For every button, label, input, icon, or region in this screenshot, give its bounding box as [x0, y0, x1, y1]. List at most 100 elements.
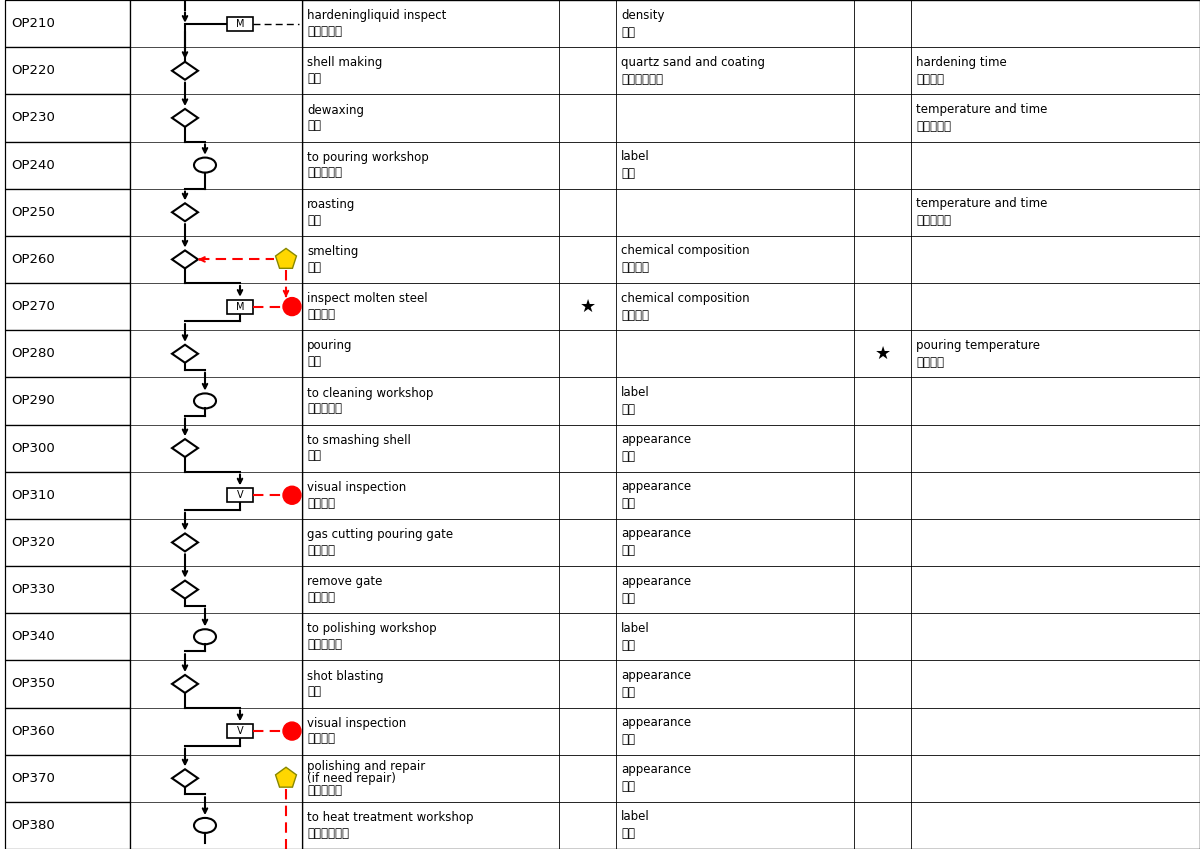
Text: label: label	[622, 811, 649, 824]
Text: hardeningliquid inspect: hardeningliquid inspect	[307, 9, 446, 22]
Text: 石英砂和涂料: 石英砂和涂料	[622, 73, 662, 86]
Bar	[5, 707, 130, 755]
Bar	[5, 519, 130, 566]
Text: appearance: appearance	[622, 716, 691, 729]
Text: 气割浇道: 气割浇道	[307, 543, 335, 557]
Bar	[227, 724, 253, 738]
Bar	[5, 283, 130, 330]
Text: remove gate: remove gate	[307, 576, 383, 588]
Bar	[227, 17, 253, 31]
Text: 送清理车间: 送清理车间	[307, 402, 342, 415]
Bar	[5, 801, 130, 849]
Text: 检查钢水: 检查钢水	[307, 308, 335, 321]
Text: OP220: OP220	[11, 65, 55, 77]
Text: hardening time: hardening time	[916, 56, 1007, 69]
Text: OP330: OP330	[11, 583, 55, 596]
Text: 打磨和修补: 打磨和修补	[307, 784, 342, 796]
Text: chemical composition: chemical composition	[622, 291, 750, 305]
Text: temperature and time: temperature and time	[916, 197, 1048, 211]
Text: density: density	[622, 8, 665, 21]
Text: visual inspection: visual inspection	[307, 717, 407, 730]
Bar	[302, 0, 1200, 849]
Text: 硬化液检验: 硬化液检验	[307, 25, 342, 38]
Text: OP270: OP270	[11, 300, 55, 313]
Bar	[5, 48, 130, 94]
Text: OP240: OP240	[11, 159, 55, 171]
Text: OP250: OP250	[11, 205, 55, 219]
Text: 硬化时间: 硬化时间	[916, 73, 944, 86]
Text: appearance: appearance	[622, 575, 691, 588]
Bar	[5, 755, 130, 801]
Bar	[5, 755, 130, 801]
Text: 外观: 外观	[622, 544, 635, 558]
Bar	[5, 377, 130, 424]
Text: 外观: 外观	[622, 686, 635, 699]
Text: 外观: 外观	[622, 733, 635, 746]
Bar	[227, 300, 253, 313]
Text: 温度和时间: 温度和时间	[916, 214, 952, 228]
Bar	[5, 236, 130, 283]
Text: shot blasting: shot blasting	[307, 670, 384, 683]
Text: inspect molten steel: inspect molten steel	[307, 292, 427, 306]
Text: label: label	[622, 621, 649, 635]
Text: OP260: OP260	[11, 253, 55, 266]
Text: 制壳: 制壳	[307, 72, 322, 85]
Bar	[130, 0, 302, 849]
Text: 浇注温度: 浇注温度	[916, 356, 944, 368]
Text: 浇注: 浇注	[307, 355, 322, 368]
Text: OP340: OP340	[11, 630, 55, 644]
Text: OP310: OP310	[11, 489, 55, 502]
Text: dewaxing: dewaxing	[307, 104, 364, 116]
Bar	[5, 188, 130, 236]
Bar	[5, 0, 130, 48]
Text: M: M	[235, 19, 245, 29]
Text: 清壳: 清壳	[307, 449, 322, 463]
Text: label: label	[622, 150, 649, 163]
Text: 外观: 外观	[622, 498, 635, 510]
Bar	[5, 377, 130, 424]
Text: label: label	[622, 386, 649, 399]
Text: 抛丸: 抛丸	[307, 685, 322, 698]
Bar	[5, 94, 130, 142]
Text: 外观检验: 外观检验	[307, 497, 335, 509]
Bar	[5, 330, 130, 377]
Text: 外观: 外观	[622, 450, 635, 463]
Bar	[5, 236, 130, 283]
Bar	[5, 566, 130, 613]
Text: polishing and repair: polishing and repair	[307, 760, 425, 773]
Text: 脱蜡: 脱蜡	[307, 119, 322, 132]
Bar	[5, 283, 130, 330]
Text: gas cutting pouring gate: gas cutting pouring gate	[307, 528, 454, 541]
Text: 焙烧: 焙烧	[307, 214, 322, 227]
Text: appearance: appearance	[622, 527, 691, 541]
Text: 密度: 密度	[622, 25, 635, 38]
Bar	[5, 424, 130, 472]
Bar	[5, 472, 130, 519]
Text: 送热处理车间: 送热处理车间	[307, 827, 349, 840]
Text: 外观检验: 外观检验	[307, 733, 335, 745]
Bar	[5, 48, 130, 94]
Text: appearance: appearance	[622, 433, 691, 446]
Text: appearance: appearance	[622, 763, 691, 776]
Circle shape	[283, 298, 301, 316]
Text: 送打磨车间: 送打磨车间	[307, 638, 342, 651]
Text: shell making: shell making	[307, 56, 383, 70]
Text: 化学成份: 化学成份	[622, 308, 649, 322]
Text: 标识: 标识	[622, 167, 635, 180]
Text: appearance: appearance	[622, 481, 691, 493]
Text: V: V	[236, 490, 244, 500]
Text: visual inspection: visual inspection	[307, 481, 407, 494]
Text: 化学成份: 化学成份	[622, 261, 649, 274]
Bar	[5, 801, 130, 849]
Text: 移除浇口: 移除浇口	[307, 591, 335, 604]
Bar	[5, 330, 130, 377]
Bar	[5, 613, 130, 661]
Text: ★: ★	[580, 298, 595, 316]
Bar	[5, 519, 130, 566]
Text: smelting: smelting	[307, 245, 359, 258]
Text: pouring temperature: pouring temperature	[916, 339, 1040, 351]
Text: OP280: OP280	[11, 347, 55, 360]
Text: OP360: OP360	[11, 724, 55, 738]
Polygon shape	[276, 249, 296, 268]
Text: to heat treatment workshop: to heat treatment workshop	[307, 811, 474, 824]
